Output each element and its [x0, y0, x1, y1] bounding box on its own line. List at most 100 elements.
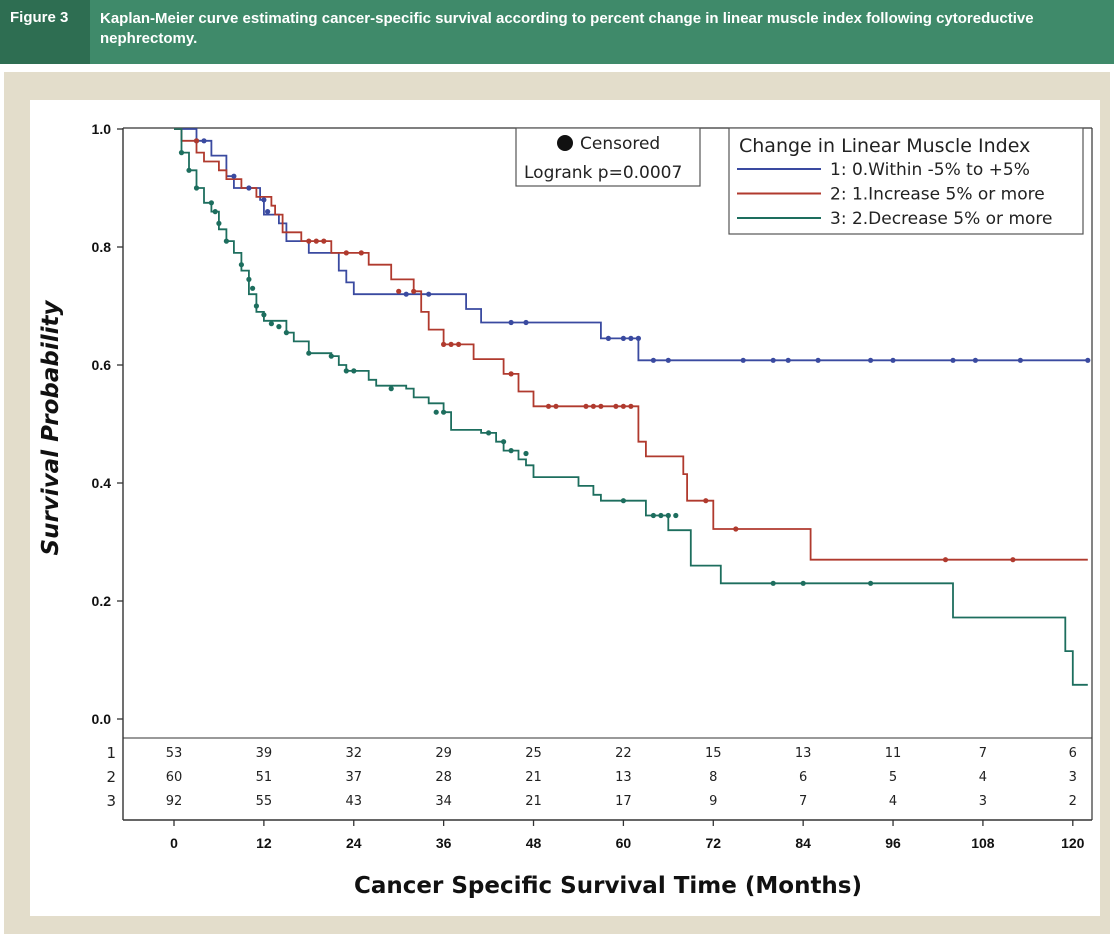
censor-mark-3	[208, 200, 214, 206]
censor-mark-3	[800, 580, 806, 586]
risk-count: 17	[615, 794, 632, 809]
risk-count: 5	[889, 770, 897, 785]
censor-mark-1	[246, 185, 252, 191]
risk-count: 29	[435, 746, 452, 761]
risk-count: 60	[166, 770, 183, 785]
risk-count: 13	[615, 770, 632, 785]
risk-count: 6	[799, 770, 807, 785]
censor-mark-3	[268, 321, 274, 327]
series-legend-box	[728, 127, 1084, 235]
censor-mark-3	[186, 167, 192, 173]
risk-count: 51	[256, 770, 273, 785]
y-tick-label: 0.6	[92, 357, 112, 373]
censor-mark-2	[553, 403, 559, 409]
censor-mark-1	[426, 291, 432, 297]
y-tick-label: 0.2	[92, 593, 112, 609]
censor-mark-1	[740, 357, 746, 363]
risk-count: 2	[1069, 794, 1077, 809]
risk-count: 21	[525, 794, 542, 809]
censor-mark-1	[231, 173, 237, 179]
plot-background	[30, 100, 1100, 916]
legend-entry-2: 2: 1.Increase 5% or more	[830, 185, 1045, 205]
censor-mark-3	[178, 150, 185, 156]
censor-mark-3	[351, 368, 357, 374]
figure-header: Figure 3 Kaplan-Meier curve estimating c…	[0, 0, 1114, 64]
censor-mark-2	[441, 341, 447, 347]
y-tick-label: 0.8	[92, 239, 112, 255]
series-legend-title: Change in Linear Muscle Index	[739, 135, 1030, 157]
number-at-risk-table: 1 53 39 32 29 25 22 15 13 11 7 62 60 51 37 28 21 13 8 6 5 4 33…	[106, 744, 1076, 810]
figure-caption: Kaplan-Meier curve estimating cancer-spe…	[100, 10, 1034, 47]
risk-count: 25	[525, 746, 542, 761]
censor-mark-3	[223, 238, 229, 244]
censor-legend-marker	[557, 135, 573, 151]
risk-count: 7	[799, 794, 807, 809]
censor-mark-2	[321, 238, 327, 244]
censor-mark-1	[620, 335, 627, 341]
censor-mark-2	[613, 403, 619, 409]
censor-mark-2	[942, 557, 949, 563]
censor-mark-2	[583, 403, 589, 409]
censor-mark-1	[628, 335, 634, 341]
censor-legend-box	[515, 127, 701, 187]
x-tick-label: 96	[885, 835, 901, 851]
y-tick-label: 0.0	[92, 711, 112, 727]
risk-count: 3	[979, 794, 987, 809]
x-tick-label: 108	[971, 835, 995, 851]
risk-count: 13	[795, 746, 812, 761]
logrank-label: Logrank p=0.0007	[524, 163, 682, 183]
censor-mark-3	[253, 303, 259, 309]
censor-mark-2	[508, 371, 514, 377]
censor-mark-1	[950, 357, 956, 363]
legend-entry-1: 1: 0.Within -5% to +5%	[830, 160, 1030, 180]
censor-mark-3	[501, 439, 507, 445]
censor-mark-2	[358, 250, 364, 256]
y-axis-label: Survival Probability	[38, 300, 64, 556]
y-tick-label: 0.4	[92, 475, 112, 491]
risk-count: 32	[345, 746, 362, 761]
y-ticks: 0.0 0.2 0.4 0.6 0.8 1.0	[92, 121, 123, 727]
risk-count: 4	[889, 794, 897, 809]
censor-mark-2	[343, 250, 349, 256]
series-legend-entries: 1: 0.Within -5% to +5% 2: 1.Increase 5% o…	[737, 160, 1052, 229]
censor-mark-1	[1017, 357, 1024, 363]
risk-count: 34	[435, 794, 452, 809]
censor-mark-1	[785, 357, 791, 363]
censor-mark-3	[508, 448, 514, 454]
risk-count: 6	[1069, 746, 1077, 761]
figure-label: Figure 3	[0, 0, 90, 64]
censor-mark-2	[193, 138, 200, 144]
censor-mark-3	[433, 409, 439, 415]
survival-curve-2	[174, 128, 1088, 561]
censor-mark-1	[508, 319, 514, 326]
censor-mark-2	[306, 238, 312, 244]
legend-entry-3: 3: 2.Decrease 5% or more	[830, 209, 1052, 229]
censor-mark-3	[250, 285, 256, 291]
risk-count: 92	[166, 794, 183, 809]
risk-count: 28	[435, 770, 452, 785]
censor-mark-3	[620, 498, 627, 504]
censor-mark-3	[665, 512, 671, 519]
censor-mark-3	[868, 580, 874, 586]
censor-mark-1	[972, 357, 979, 363]
risk-count: 11	[885, 746, 902, 761]
censor-mark-2	[396, 288, 402, 294]
censor-mark-1	[815, 357, 821, 363]
x-ticks: 0 12 24 36 48 60 72 84 96 108 120	[170, 820, 1085, 851]
risk-count: 21	[525, 770, 542, 785]
censor-mark-1	[650, 357, 657, 363]
censor-mark-3	[193, 185, 200, 191]
censor-mark-1	[403, 291, 409, 297]
censor-mark-3	[212, 209, 218, 215]
censor-mark-1	[201, 138, 207, 144]
risk-count: 8	[709, 770, 717, 785]
censor-mark-2	[456, 341, 462, 347]
censor-mark-3	[441, 409, 447, 415]
censor-mark-2	[590, 403, 597, 409]
censor-mark-3	[283, 330, 289, 336]
censor-mark-2	[313, 238, 319, 244]
censor-mark-2	[411, 288, 417, 294]
censor-mark-2	[620, 403, 627, 409]
x-tick-label: 60	[616, 835, 632, 851]
